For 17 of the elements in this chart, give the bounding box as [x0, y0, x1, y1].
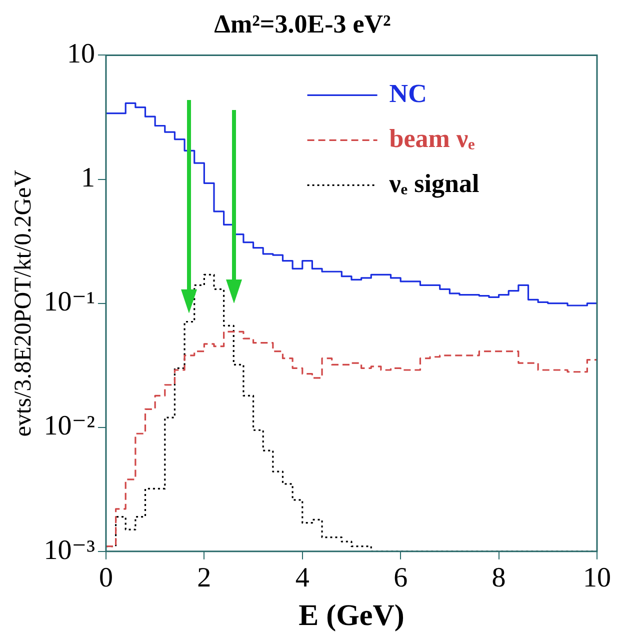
y-tick-label: 1 [80, 162, 95, 194]
legend-label: beam νₑ [389, 124, 476, 153]
y-tick-label: 10⁻² [44, 410, 95, 442]
x-tick-label: 4 [295, 562, 310, 594]
legend-label: νₑ signal [388, 168, 480, 198]
legend-label: NC [389, 78, 427, 108]
x-tick-label: 0 [98, 562, 113, 594]
y-axis-title: evts/3.8E20POT/kt/0.2GeV [10, 169, 37, 437]
x-tick-label: 8 [492, 562, 506, 594]
y-tick-label: 10⁻¹ [44, 286, 95, 318]
x-axis-title: E (GeV) [298, 598, 404, 632]
x-tick-label: 6 [394, 562, 408, 594]
y-tick-label: 10⁻³ [44, 534, 95, 566]
x-tick-label: 10 [583, 562, 611, 594]
chart-title: Δm²=3.0E-3 eV² [214, 9, 392, 38]
x-tick-label: 2 [197, 562, 212, 594]
y-tick-label: 10 [66, 38, 95, 70]
